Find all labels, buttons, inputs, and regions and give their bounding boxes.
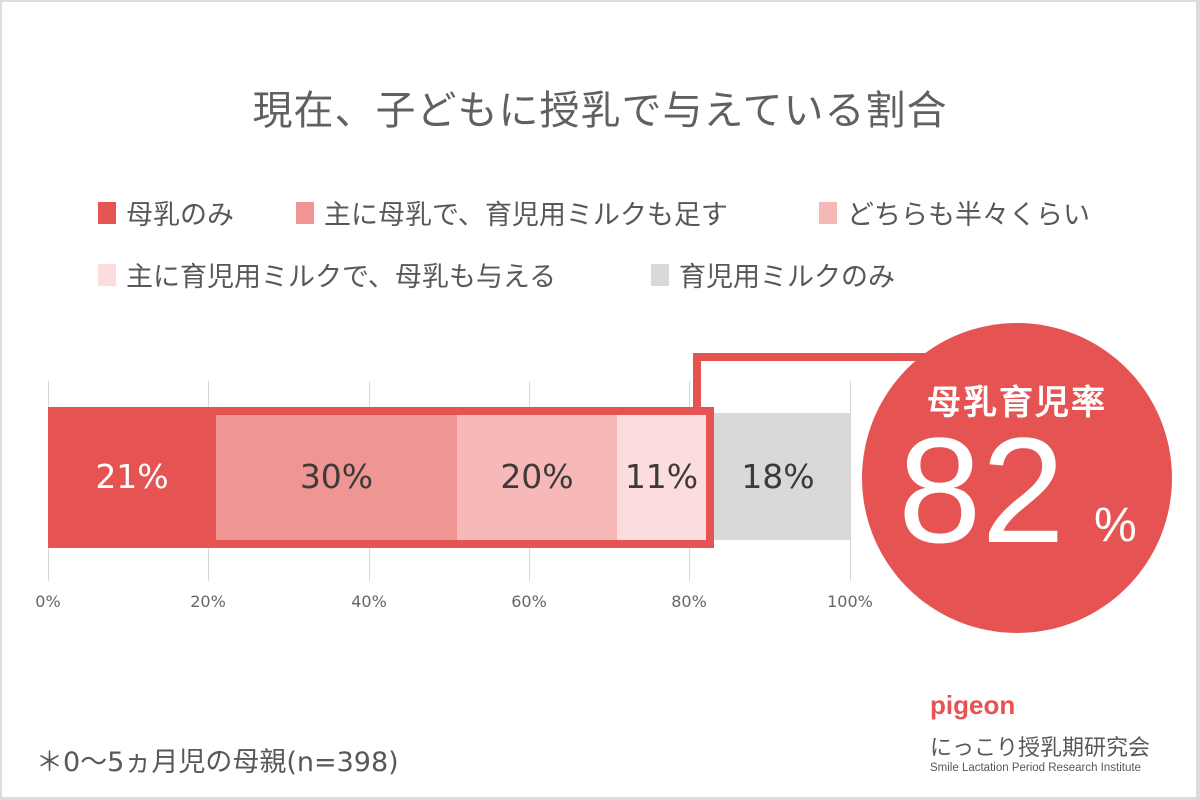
legend-item-mostly-breastmilk: 主に母乳で、育児用ミルクも足す xyxy=(296,193,728,232)
pigeon-logo: pigeon xyxy=(930,690,1016,720)
bar-segment-mostly-breastmilk: 30% xyxy=(216,413,457,540)
axis-tick: 80% xyxy=(671,592,707,611)
segment-value: 20% xyxy=(500,457,574,496)
legend-item-formula-only: 育児用ミルクのみ xyxy=(651,255,895,294)
callout-value: 82 xyxy=(898,406,1065,574)
sample-footnote: ＊0〜5ヵ月児の母親(n=398) xyxy=(36,747,399,778)
gridline xyxy=(850,381,851,581)
legend-swatch xyxy=(651,263,669,286)
axis-tick: 20% xyxy=(190,592,226,611)
legend-label: 育児用ミルクのみ xyxy=(679,262,895,293)
axis-tick: 0% xyxy=(35,592,61,611)
callout-connector xyxy=(693,353,933,361)
legend-item-breastmilk-only: 母乳のみ xyxy=(98,193,234,232)
axis-tick: 40% xyxy=(351,592,387,611)
legend-item-half-half: どちらも半々くらい xyxy=(819,193,1090,232)
breastfeeding-rate-callout: 母乳育児率 82 % xyxy=(862,323,1172,633)
legend-label: 母乳のみ xyxy=(126,200,234,231)
segment-value: 30% xyxy=(299,457,374,496)
callout-label: 母乳育児率 xyxy=(927,383,1107,423)
legend-swatch xyxy=(98,201,116,224)
legend-item-mostly-formula: 主に育児用ミルクで、母乳も与える xyxy=(98,255,556,294)
bar-segment-half-half: 20% xyxy=(457,413,617,540)
org-name-jp: にっこり授乳期研究会 xyxy=(930,736,1151,761)
segment-value: 11% xyxy=(624,457,699,496)
legend-label: 主に母乳で、育児用ミルクも足す xyxy=(324,200,728,231)
segment-value: 21% xyxy=(95,457,169,496)
bar-segment-mostly-formula: 11% xyxy=(617,413,706,540)
callout-connector xyxy=(693,353,701,413)
legend-swatch xyxy=(296,201,314,224)
axis-tick: 60% xyxy=(511,592,547,611)
legend-label: 主に育児用ミルクで、母乳も与える xyxy=(126,262,557,293)
legend-swatch xyxy=(98,263,116,286)
axis-tick: 100% xyxy=(827,592,873,611)
callout-unit: % xyxy=(1094,499,1137,552)
bar-segment-breastmilk-only: 21% xyxy=(48,413,216,540)
breastfeeding-highlight-frame xyxy=(48,407,714,548)
chart-title: 現在、子どもに授乳で与えている割合 xyxy=(252,88,948,134)
legend-label: どちらも半々くらい xyxy=(847,200,1090,231)
bar-segment-formula-only: 18% xyxy=(706,413,850,540)
legend-swatch xyxy=(819,201,837,224)
org-name-en: Smile Lactation Period Research Institut… xyxy=(930,762,1141,774)
segment-value: 18% xyxy=(741,457,815,496)
